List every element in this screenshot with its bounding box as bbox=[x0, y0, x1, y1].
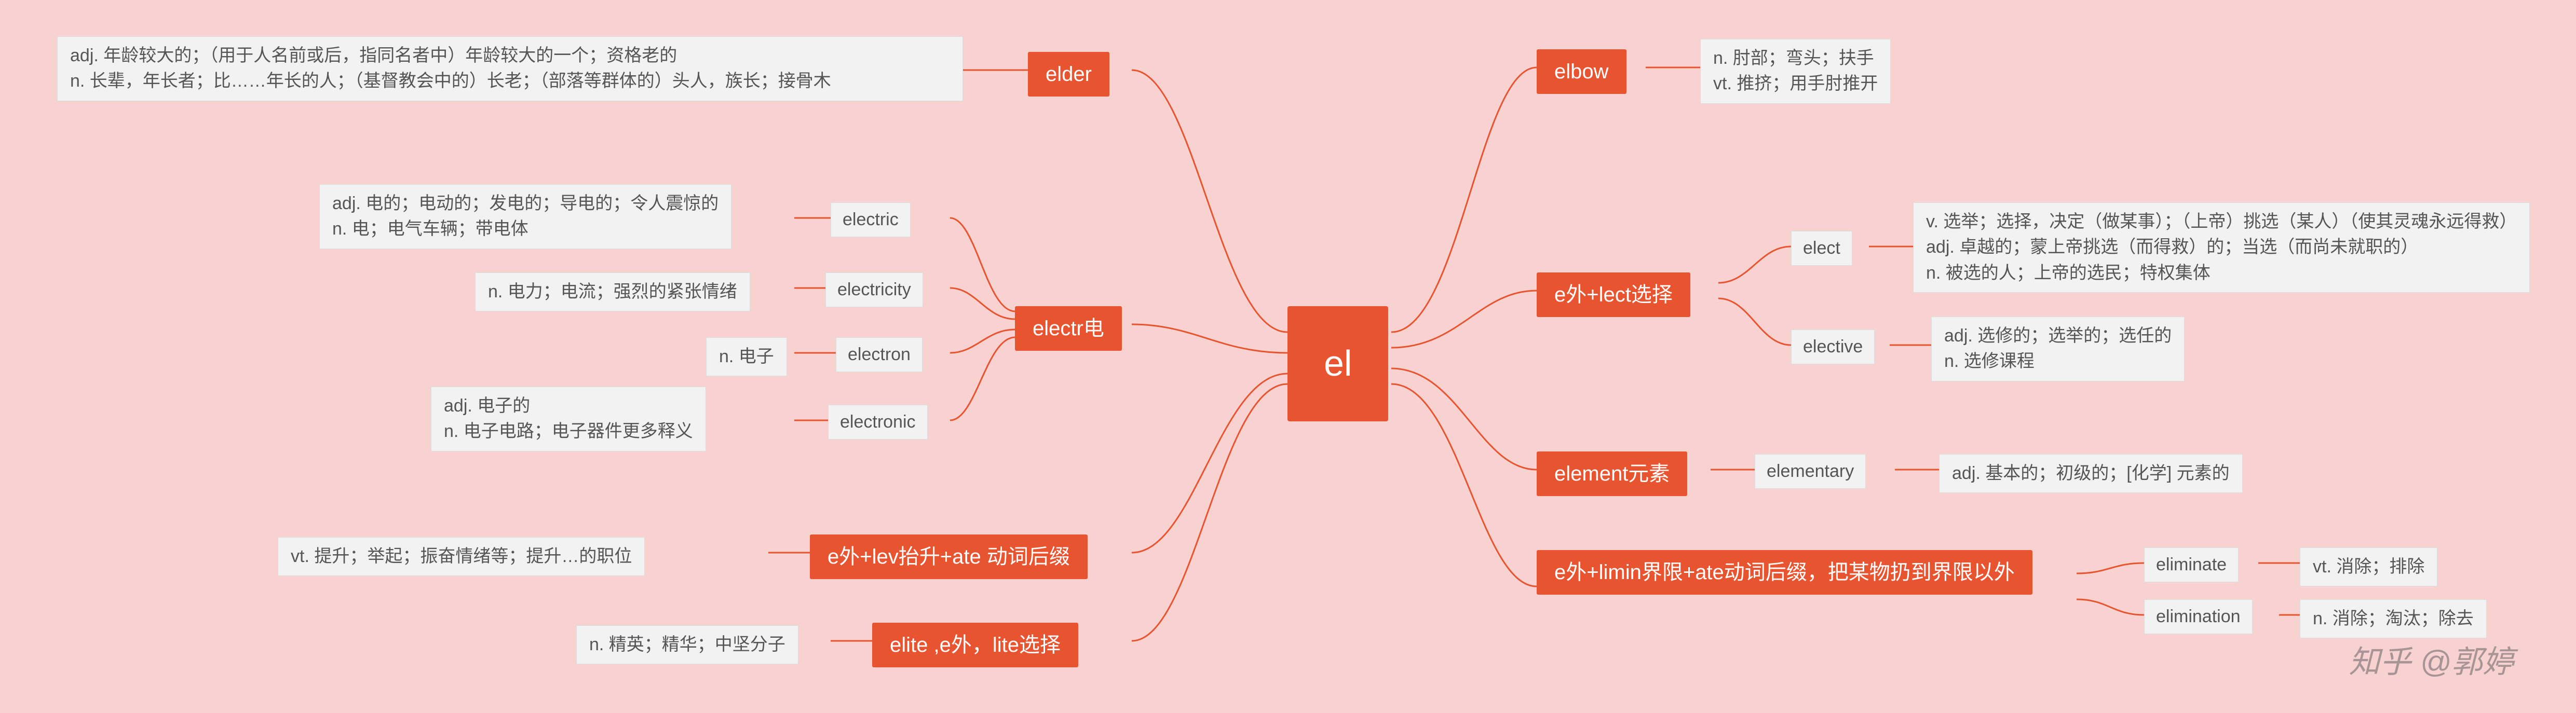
branch-elect[interactable]: e外+lect选择 bbox=[1537, 272, 1690, 317]
desc-electron: n. 电子 bbox=[706, 337, 787, 376]
branch-element[interactable]: element元素 bbox=[1537, 451, 1687, 496]
leaf-electricity[interactable]: electricity bbox=[825, 272, 923, 307]
desc-elimination: n. 消除；淘汰；除去 bbox=[2300, 599, 2487, 638]
branch-elite[interactable]: elite ,e外，lite选择 bbox=[872, 623, 1078, 667]
leaf-elimination[interactable]: elimination bbox=[2144, 599, 2253, 634]
leaf-electronic[interactable]: electronic bbox=[828, 405, 928, 440]
desc-electric: adj. 电的；电动的；发电的；导电的；令人震惊的 n. 电；电气车辆；带电体 bbox=[319, 184, 731, 249]
leaf-elect[interactable]: elect bbox=[1791, 231, 1852, 266]
leaf-eliminate[interactable]: eliminate bbox=[2144, 547, 2239, 582]
branch-eliminate[interactable]: e外+limin界限+ate动词后缀，把某物扔到界限以外 bbox=[1537, 550, 2032, 595]
leaf-elective[interactable]: elective bbox=[1791, 330, 1875, 364]
desc-electricity: n. 电力；电流；强烈的紧张情绪 bbox=[475, 272, 750, 311]
desc-elect-word: v. 选举；选择，决定（做某事）；（上帝）挑选（某人）（使其灵魂永远得救） ad… bbox=[1913, 202, 2530, 293]
desc-elder: adj. 年龄较大的；（用于人名前或后，指同名者中）年龄较大的一个；资格老的 n… bbox=[57, 36, 963, 101]
branch-elbow[interactable]: elbow bbox=[1537, 49, 1626, 94]
branch-elder[interactable]: elder bbox=[1028, 52, 1109, 97]
leaf-elementary[interactable]: elementary bbox=[1755, 454, 1866, 489]
branch-electr[interactable]: electr电 bbox=[1015, 306, 1122, 351]
watermark: 知乎 @郭婷 bbox=[2349, 637, 2514, 682]
desc-eliminate: vt. 消除；排除 bbox=[2300, 547, 2437, 586]
desc-elementary: adj. 基本的；初级的；[化学] 元素的 bbox=[1939, 454, 2243, 493]
center-node[interactable]: el bbox=[1287, 306, 1388, 421]
desc-electronic: adj. 电子的 n. 电子电路；电子器件更多释义 bbox=[431, 387, 706, 451]
desc-elbow: n. 肘部；弯头；扶手 vt. 推挤；用手肘推开 bbox=[1700, 39, 1891, 104]
branch-elevate[interactable]: e外+lev抬升+ate 动词后缀 bbox=[810, 534, 1088, 579]
desc-elite: n. 精英；精华；中坚分子 bbox=[576, 625, 798, 664]
desc-elevate: vt. 提升；举起；振奋情绪等；提升…的职位 bbox=[278, 537, 645, 576]
leaf-electric[interactable]: electric bbox=[831, 202, 911, 237]
leaf-electron[interactable]: electron bbox=[836, 337, 923, 372]
desc-elective: adj. 选修的；选举的；选任的 n. 选修课程 bbox=[1931, 317, 2185, 381]
